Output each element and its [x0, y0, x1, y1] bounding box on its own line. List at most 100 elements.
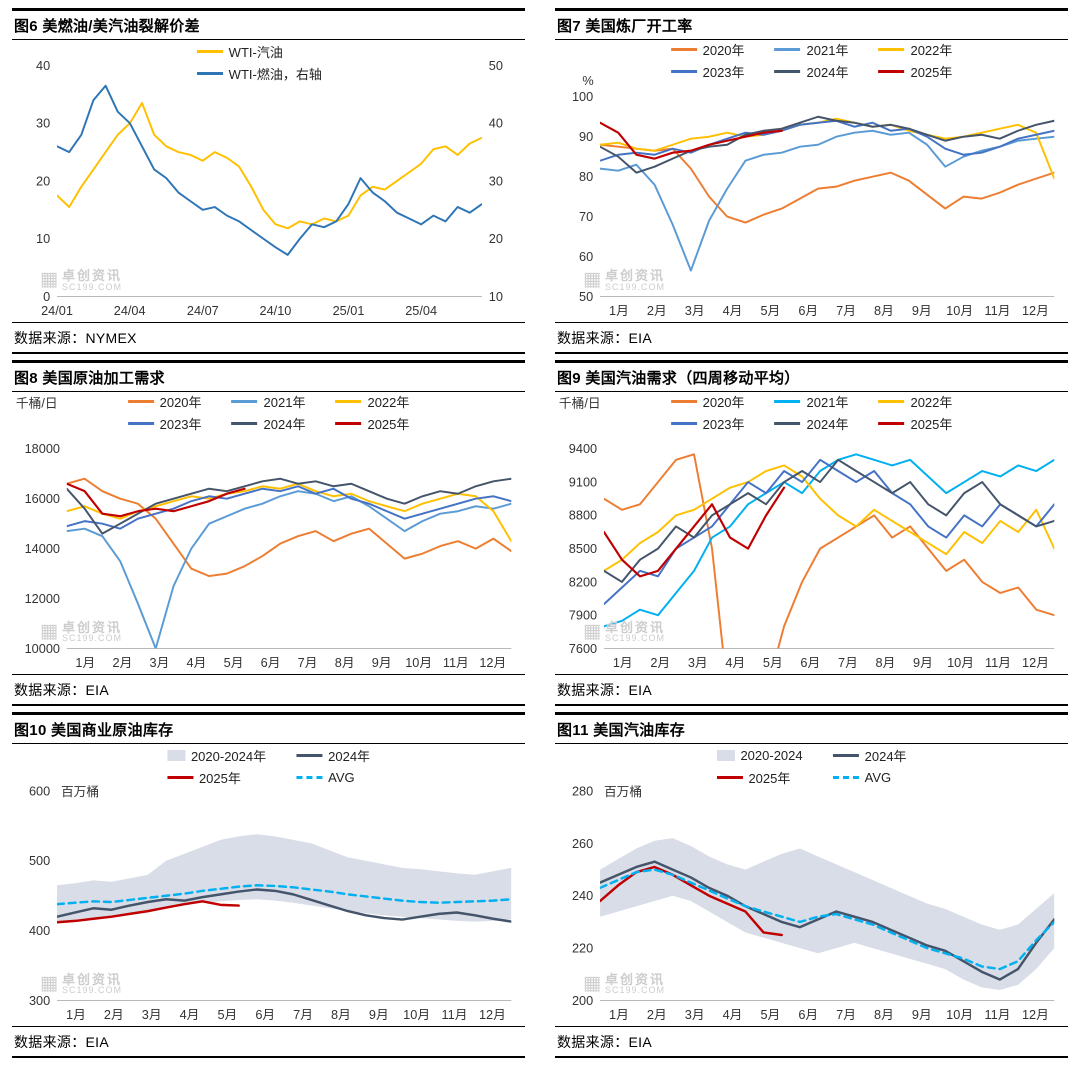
svg-text:4月: 4月: [180, 1007, 200, 1022]
chart-title: 图6 美燃油/美汽油裂解价差: [12, 8, 525, 40]
svg-text:40: 40: [489, 116, 503, 131]
svg-text:10月: 10月: [403, 1007, 430, 1022]
svg-text:8月: 8月: [874, 1007, 894, 1022]
legend-line-swatch-icon: [774, 399, 801, 403]
legend-item: 2020-2024: [716, 746, 803, 765]
legend-label: 2020-2024年: [190, 748, 267, 764]
chart-area: 0 10 20 30 40 10 20 30 40 50 24/01 24/04 24/07 24/10 2…: [12, 40, 525, 322]
svg-text:10月: 10月: [946, 1007, 973, 1022]
svg-text:2月: 2月: [104, 1007, 124, 1022]
svg-text:1月: 1月: [609, 1007, 629, 1022]
legend-label: 2023年: [159, 416, 202, 432]
svg-text:10: 10: [36, 231, 50, 246]
legend-line-swatch-icon: [127, 399, 154, 403]
chart-area: 50 60 70 80 90 100 1月 2月 3月 4月 5月 6月 7月 8月 9月 10月 11月 12月…: [555, 40, 1068, 322]
svg-text:8月: 8月: [874, 303, 894, 318]
svg-text:600: 600: [29, 783, 50, 798]
svg-text:11月: 11月: [443, 655, 469, 670]
legend-label: 2023年: [702, 65, 745, 80]
svg-text:8200: 8200: [569, 574, 597, 589]
svg-text:6月: 6月: [261, 655, 281, 670]
chart-canvas: 10000 12000 14000 16000 18000 1月 2月 3月 4月 5月 6月 7月 8…: [16, 396, 512, 670]
svg-text:2月: 2月: [113, 655, 133, 670]
svg-text:百万桶: 百万桶: [604, 784, 642, 799]
svg-text:6月: 6月: [798, 1007, 818, 1022]
svg-text:90: 90: [579, 129, 593, 144]
svg-text:20: 20: [36, 173, 50, 188]
legend-line-swatch-icon: [231, 421, 258, 425]
svg-text:25/04: 25/04: [405, 303, 437, 318]
panel-fig6: 图6 美燃油/美汽油裂解价差 0 10 20 30 40 10 20 30 40 50 24/01 2…: [12, 8, 525, 354]
legend-label: 2021年: [263, 394, 306, 410]
svg-text:70: 70: [579, 209, 593, 224]
svg-text:10月: 10月: [947, 655, 974, 670]
svg-text:16000: 16000: [25, 491, 60, 506]
panel-fig11: 图11 美国汽油库存 200 220 240 260 280 1月 2月 3月 4月 5月 6月 7月…: [555, 711, 1068, 1058]
chart-title: 图8 美国原油加工需求: [12, 359, 525, 392]
svg-text:4月: 4月: [725, 655, 745, 670]
legend-label: 2025年: [910, 416, 953, 432]
svg-text:7月: 7月: [836, 1007, 856, 1022]
legend-label: WTI-汽油: [228, 45, 283, 60]
legend-label: AVG: [328, 769, 355, 785]
svg-text:12月: 12月: [1022, 655, 1049, 670]
svg-text:2月: 2月: [647, 1007, 667, 1022]
svg-text:1月: 1月: [75, 655, 95, 670]
chart-title: 图10 美国商业原油库存: [12, 711, 525, 744]
legend-item: 2024年: [296, 746, 370, 765]
legend-label: 2025年: [748, 770, 791, 786]
svg-text:24/07: 24/07: [187, 303, 219, 318]
legend-label: 2020年: [702, 43, 745, 58]
svg-text:20: 20: [489, 231, 503, 246]
legend-label: 2023年: [702, 416, 745, 432]
svg-text:4月: 4月: [723, 1007, 743, 1022]
svg-text:8月: 8月: [331, 1007, 351, 1022]
legend-line-swatch-icon: [296, 775, 323, 779]
legend-item: 2020-2024年: [166, 746, 267, 765]
legend-item: 2021年: [774, 40, 848, 59]
svg-text:9月: 9月: [912, 303, 932, 318]
legend-line-swatch-icon: [832, 753, 859, 757]
legend-item: 2025年: [335, 414, 409, 433]
legend-item: AVG: [832, 768, 907, 787]
svg-text:5月: 5月: [760, 1007, 780, 1022]
chart-legend: WTI-汽油 WTI-燃油，右轴: [196, 42, 322, 83]
chart-canvas: 200 220 240 260 280 1月 2月 3月 4月 5月 6月 7月 8月 9月 10月 11月 1…: [572, 783, 1055, 1022]
svg-text:8800: 8800: [569, 508, 597, 523]
legend-item: 2023年: [127, 414, 202, 433]
svg-text:11月: 11月: [985, 303, 1011, 318]
svg-text:50: 50: [489, 58, 503, 73]
svg-text:1月: 1月: [609, 303, 629, 318]
legend-line-swatch-icon: [878, 48, 905, 51]
svg-text:24/01: 24/01: [41, 303, 73, 318]
legend-line-swatch-icon: [196, 72, 223, 75]
chart-title: 图9 美国汽油需求（四周移动平均）: [555, 359, 1068, 392]
svg-text:30: 30: [36, 116, 50, 131]
svg-text:11月: 11月: [442, 1007, 468, 1022]
legend-item: 2023年: [670, 414, 745, 433]
svg-text:11月: 11月: [985, 655, 1011, 670]
svg-text:12月: 12月: [1022, 303, 1049, 318]
legend-label: 2020年: [159, 394, 202, 410]
svg-text:5月: 5月: [760, 303, 780, 318]
svg-text:7月: 7月: [836, 303, 856, 318]
legend-line-swatch-icon: [166, 775, 193, 779]
chart-area: 10000 12000 14000 16000 18000 1月 2月 3月 4月 5月 6月 7月 8…: [12, 392, 525, 674]
svg-text:40: 40: [36, 58, 50, 73]
legend-item: AVG: [296, 768, 370, 787]
chart-canvas: 0 10 20 30 40 10 20 30 40 50 24/01 24/04 24/07 24/10 2…: [36, 58, 503, 318]
legend-label: 2022年: [910, 394, 953, 410]
svg-text:8月: 8月: [876, 655, 896, 670]
svg-text:%: %: [582, 73, 593, 88]
legend-band-swatch-icon: [166, 749, 185, 761]
svg-text:7月: 7月: [838, 655, 858, 670]
svg-text:200: 200: [572, 993, 593, 1008]
svg-text:1月: 1月: [66, 1007, 86, 1022]
chart-canvas: 7600 7900 8200 8500 8800 9100 9400 1月 2月 3月 4月 5月 6月…: [559, 396, 1055, 670]
legend-line-swatch-icon: [670, 421, 697, 425]
legend-label: 2025年: [910, 65, 953, 80]
svg-text:0: 0: [43, 289, 50, 304]
legend-label: 2024年: [263, 416, 306, 432]
panel-fig8: 图8 美国原油加工需求 10000 12000 14000 16000 18000 1月 2…: [12, 359, 525, 706]
svg-text:100: 100: [572, 89, 593, 104]
